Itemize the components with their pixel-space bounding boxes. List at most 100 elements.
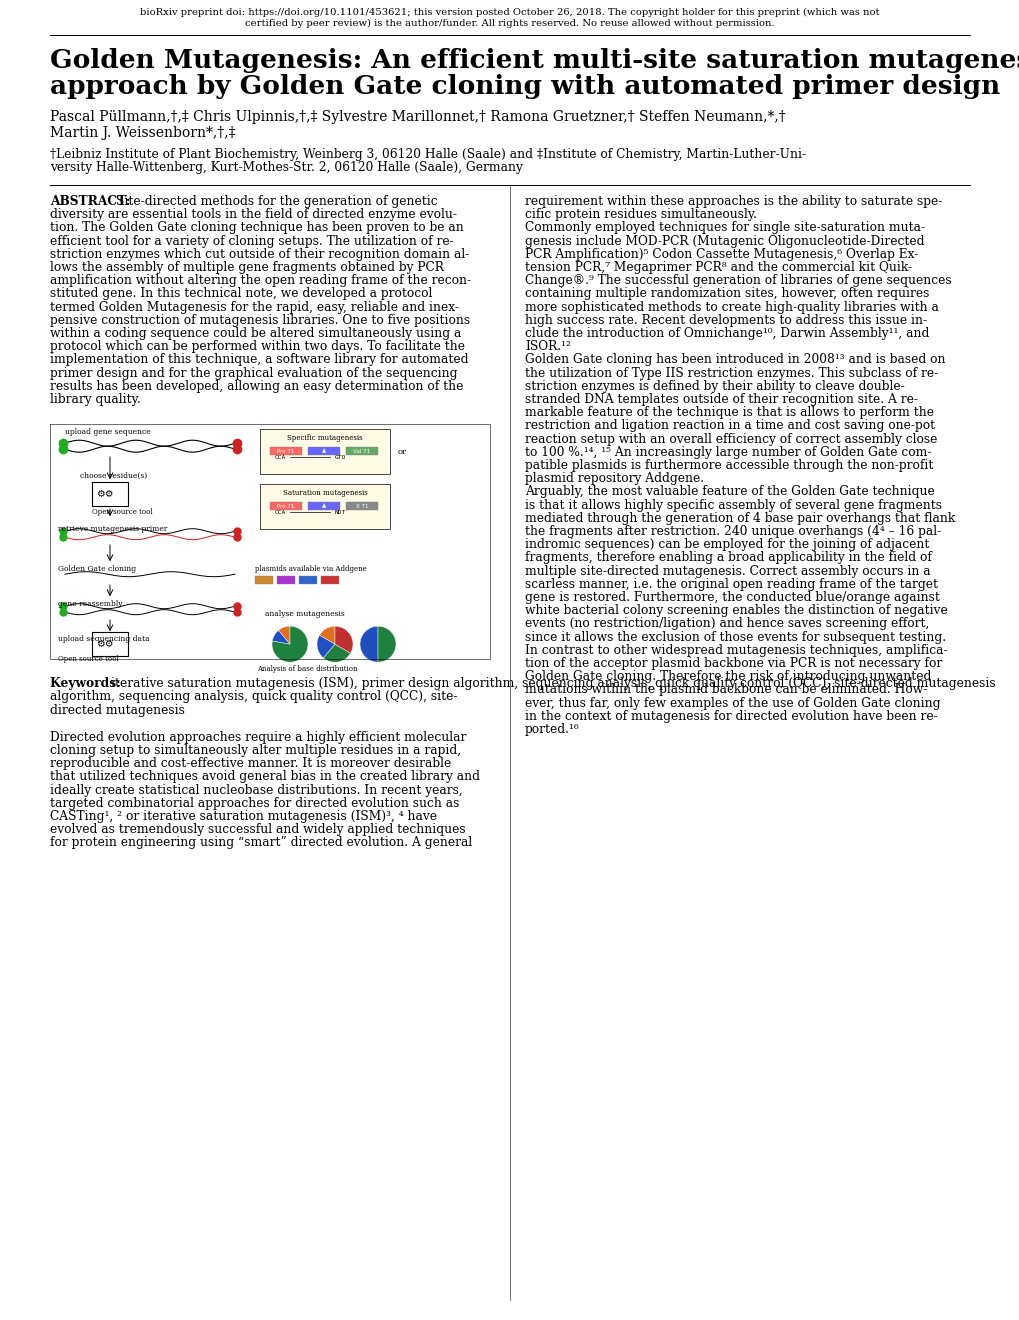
Text: Pro 71: Pro 71 [277,449,294,454]
Text: clude the introduction of Omnichange¹⁰, Darwin Assembly¹¹, and: clude the introduction of Omnichange¹⁰, … [525,327,928,341]
Text: reaction setup with an overall efficiency of correct assembly close: reaction setup with an overall efficienc… [525,433,936,446]
Text: certified by peer review) is the author/funder. All rights reserved. No reuse al: certified by peer review) is the author/… [245,18,774,28]
Text: ▲: ▲ [322,449,326,454]
Text: stranded DNA templates outside of their recognition site. A re-: stranded DNA templates outside of their … [525,393,917,407]
Wedge shape [317,635,334,657]
Text: retrieve mutagenesis primer: retrieve mutagenesis primer [58,525,167,533]
Text: fragments, therefore enabling a broad applicability in the field of: fragments, therefore enabling a broad ap… [525,552,931,565]
Text: requirement within these approaches is the ability to saturate spe-: requirement within these approaches is t… [525,195,942,209]
Text: †Leibniz Institute of Plant Biochemistry, Weinberg 3, 06120 Halle (Saale) and ‡I: †Leibniz Institute of Plant Biochemistry… [50,148,805,161]
Text: upload gene sequence: upload gene sequence [65,428,151,436]
Text: amplification without altering the open reading frame of the recon-: amplification without altering the open … [50,275,471,288]
Text: Open source tool: Open source tool [92,508,153,516]
Text: directed mutagenesis: directed mutagenesis [50,704,184,717]
Text: choose residue(s): choose residue(s) [79,473,147,480]
Text: primer design and for the graphical evaluation of the sequencing: primer design and for the graphical eval… [50,367,458,380]
Text: evolved as tremendously successful and widely applied techniques: evolved as tremendously successful and w… [50,824,465,836]
Text: to 100 %.¹⁴, ¹⁵ An increasingly large number of Golden Gate com-: to 100 %.¹⁴, ¹⁵ An increasingly large nu… [525,446,930,459]
Wedge shape [378,626,395,663]
Text: cloning setup to simultaneously alter multiple residues in a rapid,: cloning setup to simultaneously alter mu… [50,744,461,756]
Text: cific protein residues simultaneously.: cific protein residues simultaneously. [525,209,756,222]
Bar [92,632,127,656]
Text: plasmids available via Addgene: plasmids available via Addgene [255,565,367,573]
Text: indromic sequences) can be employed for the joining of adjacent: indromic sequences) can be employed for … [525,539,928,552]
Text: efficient tool for a variety of cloning setups. The utilization of re-: efficient tool for a variety of cloning … [50,235,453,248]
Text: Golden Gate cloning: Golden Gate cloning [58,565,136,573]
Text: scarless manner, i.e. the original open reading frame of the target: scarless manner, i.e. the original open … [525,578,937,591]
Text: the fragments after restriction. 240 unique overhangs (4⁴ – 16 pal-: the fragments after restriction. 240 uni… [525,525,941,539]
Text: Golden Gate cloning has been introduced in 2008¹³ and is based on: Golden Gate cloning has been introduced … [525,354,945,367]
Text: termed Golden Mutagenesis for the rapid, easy, reliable and inex-: termed Golden Mutagenesis for the rapid,… [50,301,459,314]
Text: white bacterial colony screening enables the distinction of negative: white bacterial colony screening enables… [525,605,947,618]
Text: protocol which can be performed within two days. To facilitate the: protocol which can be performed within t… [50,341,465,354]
Text: or: or [397,447,407,455]
Bar [277,577,294,585]
Text: more sophisticated methods to create high-quality libraries with a: more sophisticated methods to create hig… [525,301,937,314]
Text: ⚙⚙: ⚙⚙ [96,639,114,649]
Text: gene reassembly: gene reassembly [58,601,122,609]
Text: Val 71: Val 71 [354,449,370,454]
Bar [92,482,127,506]
Bar [260,484,389,529]
Text: tension PCR,⁷ Megaprimer PCR⁸ and the commercial kit Quik-: tension PCR,⁷ Megaprimer PCR⁸ and the co… [525,261,911,275]
Text: ever, thus far, only few examples of the use of Golden Gate cloning: ever, thus far, only few examples of the… [525,697,940,710]
Text: striction enzymes which cut outside of their recognition domain al-: striction enzymes which cut outside of t… [50,248,469,261]
Text: versity Halle-Wittenberg, Kurt-Mothes-Str. 2, 06120 Halle (Saale), Germany: versity Halle-Wittenberg, Kurt-Mothes-St… [50,161,523,174]
Text: iterative saturation mutagenesis (ISM), primer design algorithm, sequencing anal: iterative saturation mutagenesis (ISM), … [111,677,995,690]
Text: ISOR.¹²: ISOR.¹² [525,341,571,354]
Text: ▲: ▲ [322,504,326,508]
Text: genesis include MOD-PCR (Mutagenic Oligonucleotide-Directed: genesis include MOD-PCR (Mutagenic Oligo… [525,235,923,248]
Bar [255,577,273,585]
Bar [299,577,317,585]
Text: Specific mutagenesis: Specific mutagenesis [287,434,363,442]
Text: approach by Golden Gate cloning with automated primer design: approach by Golden Gate cloning with aut… [50,74,1000,99]
Text: gene is restored. Furthermore, the conducted blue/orange against: gene is restored. Furthermore, the condu… [525,591,938,605]
Text: targeted combinatorial approaches for directed evolution such as: targeted combinatorial approaches for di… [50,797,459,809]
Bar [308,502,339,511]
Wedge shape [360,626,378,663]
Wedge shape [334,626,353,653]
Text: ideally create statistical nucleobase distributions. In recent years,: ideally create statistical nucleobase di… [50,784,463,796]
Text: Keywords:: Keywords: [50,677,124,690]
Text: Arguably, the most valuable feature of the Golden Gate technique: Arguably, the most valuable feature of t… [525,486,933,499]
Text: that utilized techniques avoid general bias in the created library and: that utilized techniques avoid general b… [50,771,480,783]
Text: Saturation mutagenesis: Saturation mutagenesis [282,490,367,498]
Text: Open source tool: Open source tool [58,655,118,663]
Text: patible plasmids is furthermore accessible through the non-profit: patible plasmids is furthermore accessib… [525,459,932,473]
Text: analyse mutagenesis: analyse mutagenesis [265,610,344,618]
Bar [345,447,378,455]
Text: lows the assembly of multiple gene fragments obtained by PCR: lows the assembly of multiple gene fragm… [50,261,443,275]
Bar [270,447,302,455]
Text: pensive construction of mutagenesis libraries. One to five positions: pensive construction of mutagenesis libr… [50,314,470,327]
Text: ABSTRACT:: ABSTRACT: [50,195,130,209]
Text: striction enzymes is defined by their ability to cleave double-: striction enzymes is defined by their ab… [525,380,904,393]
Text: diversity are essential tools in the field of directed enzyme evolu-: diversity are essential tools in the fie… [50,209,457,222]
Text: algorithm, sequencing analysis, quick quality control (QCC), site-: algorithm, sequencing analysis, quick qu… [50,690,458,704]
Wedge shape [319,626,334,644]
Text: Golden Mutagenesis: An efficient multi-site saturation mutagenesis: Golden Mutagenesis: An efficient multi-s… [50,48,1019,73]
Text: since it allows the exclusion of those events for subsequent testing.: since it allows the exclusion of those e… [525,631,946,644]
Text: plasmid repository Addgene.: plasmid repository Addgene. [525,473,703,486]
Text: CCA: CCA [274,455,285,461]
Text: ported.¹⁶: ported.¹⁶ [525,723,579,737]
Text: events (no restriction/ligation) and hence saves screening effort,: events (no restriction/ligation) and hen… [525,618,928,631]
Text: tion. The Golden Gate cloning technique has been proven to be an: tion. The Golden Gate cloning technique … [50,222,464,235]
Text: upload sequencing data: upload sequencing data [58,635,150,643]
Bar [308,447,339,455]
Text: Commonly employed techniques for single site-saturation muta-: Commonly employed techniques for single … [525,222,924,235]
Bar [260,429,389,474]
Text: In contrast to other widespread mutagenesis techniques, amplifica-: In contrast to other widespread mutagene… [525,644,947,657]
Text: NDT: NDT [334,511,345,515]
Text: multiple site-directed mutagenesis. Correct assembly occurs in a: multiple site-directed mutagenesis. Corr… [525,565,929,578]
Text: Golden Gate cloning. Therefore the risk of introducing unwanted: Golden Gate cloning. Therefore the risk … [525,671,930,684]
Text: CCA: CCA [274,511,285,515]
Text: Pro 71: Pro 71 [277,504,294,508]
Wedge shape [272,631,289,644]
Text: stituted gene. In this technical note, we developed a protocol: stituted gene. In this technical note, w… [50,288,432,301]
Text: ⚙⚙: ⚙⚙ [96,490,114,499]
Text: GTO: GTO [334,455,345,461]
Text: results has been developed, allowing an easy determination of the: results has been developed, allowing an … [50,380,463,393]
Text: in the context of mutagenesis for directed evolution have been re-: in the context of mutagenesis for direct… [525,710,936,723]
Text: mutations within the plasmid backbone can be eliminated. How-: mutations within the plasmid backbone ca… [525,684,926,697]
Text: the utilization of Type IIS restriction enzymes. This subclass of re-: the utilization of Type IIS restriction … [525,367,937,380]
